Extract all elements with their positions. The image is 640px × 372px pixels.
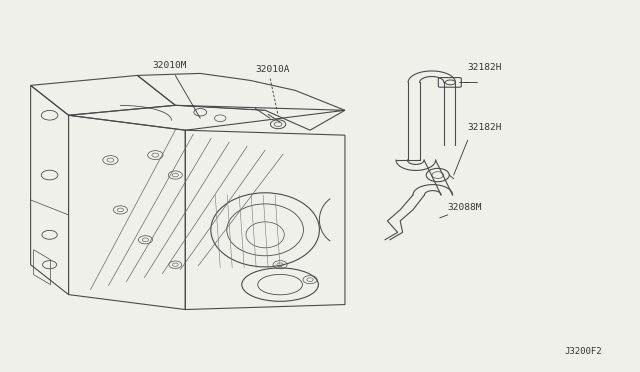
Text: 32010M: 32010M — [152, 61, 187, 70]
Text: 32182H: 32182H — [468, 64, 502, 73]
Text: 32010A: 32010A — [255, 65, 290, 74]
Text: 32182H: 32182H — [468, 123, 502, 132]
Text: 32088M: 32088M — [448, 203, 482, 212]
Text: J3200F2: J3200F2 — [564, 347, 602, 356]
